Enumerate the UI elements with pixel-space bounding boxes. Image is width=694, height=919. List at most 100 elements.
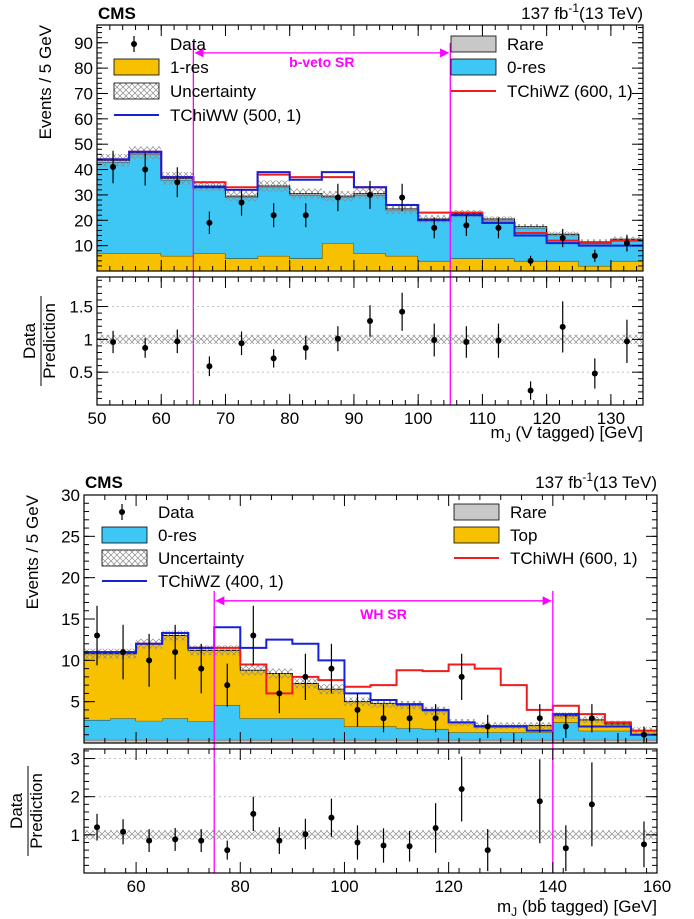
ratio-point [250, 810, 257, 817]
ratio-point [172, 836, 179, 843]
luminosity-value: 137 fb [535, 473, 582, 492]
legend-item: Top [453, 526, 537, 545]
legend-label: Data [170, 35, 206, 54]
uncertainty-band [450, 210, 483, 218]
bar-1-res [225, 258, 258, 272]
ratio-label-prediction: Prediction [40, 303, 59, 379]
ratio-point [380, 842, 387, 849]
bar-0-res [385, 209, 419, 256]
legend-item: Rare [453, 503, 547, 522]
ratio-y-axis-label: DataPrediction [7, 773, 46, 849]
ratio-point [559, 323, 566, 330]
data-point [588, 715, 595, 722]
legend: Data Rare 0-res Top Uncertainty TChiWH (600, … [101, 503, 638, 591]
signal-region-group: b-veto SR [192, 42, 451, 405]
x-tick-label: 50 [88, 409, 107, 428]
legend-item: Uncertainty [101, 549, 244, 568]
y-tick-label: 10 [61, 651, 80, 670]
legend-label: 0-res [158, 526, 197, 545]
x-tick-label: 80 [231, 877, 250, 896]
legend-item: TChiWH (600, 1) [454, 549, 638, 568]
data-point [536, 715, 543, 722]
ratio-y-tick-label: 3 [71, 750, 80, 769]
ratio-uncertainty-band [214, 830, 241, 840]
y-axis-label: Events / 5 GeV [23, 494, 42, 609]
ratio-point [354, 839, 361, 846]
ratio-point [120, 828, 127, 835]
ratio-uncertainty-band [240, 830, 267, 840]
legend-item: Uncertainty [113, 82, 256, 101]
ratio-label-data: Data [20, 323, 39, 359]
legend-label: TChiWZ (600, 1) [507, 82, 633, 101]
ratio-point [302, 344, 309, 351]
data-point [120, 649, 127, 656]
ratio-uncertainty-band [448, 830, 475, 840]
data-point [367, 191, 373, 198]
legend-item: Data [131, 35, 206, 54]
legend-item: 0-res [101, 526, 197, 545]
legend-label: Uncertainty [170, 82, 256, 101]
legend-label: Rare [507, 35, 544, 54]
ratio-point [110, 338, 117, 345]
luminosity-label: 137 fb-1(13 TeV) [535, 470, 657, 492]
ratio-y-tick-label: 2 [71, 788, 80, 807]
x-axis-label-subscript: J [505, 431, 511, 445]
x-tick-label: 160 [643, 877, 671, 896]
data-point [250, 632, 257, 639]
bar-1-res [193, 253, 226, 272]
data-point [172, 649, 179, 656]
x-tick-label: 100 [404, 409, 432, 428]
data-point [142, 166, 149, 173]
ratio-y-axis-group: 0.5 1 1.5 [69, 279, 643, 406]
ratio-uncertainty-band [578, 334, 611, 344]
main-plot-frame [96, 24, 644, 272]
data-point [174, 179, 181, 186]
ratio-point [527, 387, 534, 394]
legend: Data Rare 1-res 0-res Uncertainty TChiWZ (600… [113, 35, 633, 125]
bar-0-res [83, 719, 111, 740]
y-tick-label: 30 [74, 186, 93, 205]
data-point [238, 199, 245, 206]
uncertainty-band [370, 699, 397, 708]
legend-data-marker [119, 509, 125, 515]
legend-fill-swatch [450, 58, 497, 76]
ratio-y-tick-label: 1 [71, 826, 80, 845]
y-tick-label: 70 [74, 84, 93, 103]
ratio-point [198, 837, 205, 844]
legend-label: Top [510, 526, 537, 545]
legend-label: Uncertainty [158, 549, 244, 568]
data-point [431, 224, 438, 231]
y-axis-group: 10 20 30 40 50 60 70 80 90 [74, 27, 643, 272]
y-tick-label: 20 [61, 569, 80, 588]
energy-label: (13 TeV) [579, 4, 643, 23]
y-tick-label: 60 [74, 110, 93, 129]
legend-fill-swatch [101, 526, 148, 544]
x-tick-label: 110 [469, 409, 496, 428]
ratio-point [174, 338, 181, 345]
ratio-point [276, 837, 283, 844]
y-tick-label: 40 [74, 161, 93, 180]
data-point [94, 632, 101, 639]
energy-label: (13 TeV) [593, 473, 657, 492]
y-axis-label: Events / 5 GeV [36, 24, 55, 139]
ratio-uncertainty-group [84, 758, 657, 840]
ratio-point [432, 824, 439, 831]
bar-1-res [417, 260, 451, 272]
data-point [380, 715, 387, 722]
experiment-label: CMS [85, 473, 123, 492]
legend-hatch-swatch [113, 82, 160, 100]
legend-label: TChiWH (600, 1) [510, 549, 638, 568]
data-point [527, 257, 534, 264]
stack-1-res-group [96, 242, 644, 272]
ratio-point [536, 798, 543, 805]
x-axis-label: mJ (V tagged) [GeV] [491, 423, 643, 445]
legend-item: 0-res [450, 58, 546, 77]
data-point [270, 212, 277, 219]
data-point [302, 212, 309, 219]
legend-item: Data [119, 503, 194, 522]
ratio-point [328, 814, 335, 821]
legend-item: TChiWZ (600, 1) [451, 82, 633, 101]
bar-0-res [214, 704, 241, 740]
bar-1-res [128, 253, 162, 272]
y-tick-label: 10 [74, 237, 93, 256]
